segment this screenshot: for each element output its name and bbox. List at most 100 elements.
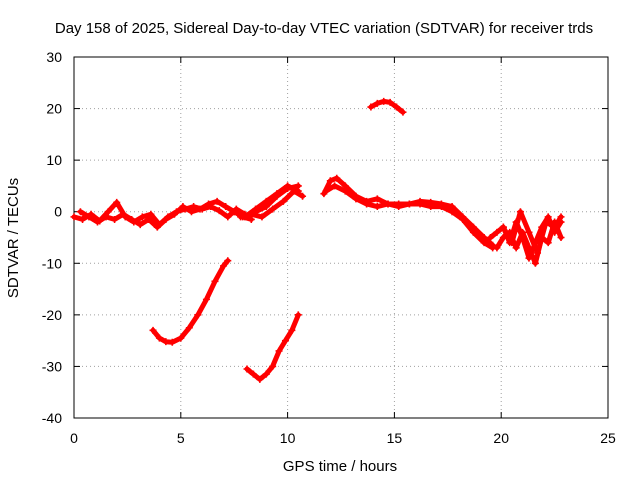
data-point [531,259,539,267]
data-point [211,277,219,285]
data-point [93,218,101,226]
y-tick-label: -10 [42,255,62,271]
y-tick-label: 20 [46,101,62,117]
data-point [499,223,507,231]
plot-frame [73,56,609,419]
data-point [386,98,394,106]
data-point [512,244,520,252]
data-series-track-13 [367,97,407,116]
data-point [519,228,527,236]
data-point [262,203,270,211]
data-point [222,203,230,211]
data-point [162,338,170,346]
x-tick-label: 15 [387,430,403,446]
data-point [220,262,228,270]
data-point [284,185,292,193]
data-point [322,187,330,195]
data-point [187,208,195,216]
data-point [196,205,204,213]
chart-title: Day 158 of 2025, Sidereal Day-to-day VTE… [55,20,593,37]
data-series [70,97,565,383]
data-point [119,210,127,218]
y-tick-label: -20 [42,307,62,323]
series-line [321,175,496,248]
data-series-track-12 [243,311,302,383]
data-point [138,213,146,221]
data-point [393,103,401,111]
data-point [363,200,371,208]
y-axis-label: SDTVAR / TECUs [5,178,22,298]
data-point [205,200,213,208]
data-point [256,375,264,383]
data-point [162,215,170,223]
data-point [224,257,232,265]
data-point [213,197,221,205]
x-tick-label: 20 [493,430,509,446]
data-point [516,208,524,216]
data-point [249,370,257,378]
data-point [373,99,381,107]
data-point [185,324,193,332]
data-point [70,213,78,221]
data-point [275,347,283,355]
data-point [153,223,161,231]
series-line [150,258,231,345]
y-tick-label: 0 [54,204,62,220]
data-point [380,97,388,105]
data-point [147,210,155,218]
data-series-track-5 [252,182,302,216]
data-point [113,198,121,206]
data-point [333,174,341,182]
x-axis-label: GPS time / hours [283,458,397,475]
data-point [427,203,435,211]
data-point [331,182,339,190]
series-line [323,183,496,251]
data-point [525,228,533,236]
x-tick-label: 25 [600,430,616,446]
data-point [230,208,238,216]
data-series-track-10 [499,208,565,257]
y-tick-label: -40 [42,410,62,426]
axis-ticks: 0 5 10 15 20 25 30 20 10 0 -10 -20 -30 -40 [42,49,616,446]
data-point [111,215,119,223]
data-point [281,337,289,345]
x-tick-label: 0 [70,430,78,446]
data-point [104,208,112,216]
data-point [557,213,565,221]
data-point [85,213,93,221]
data-point [177,334,185,342]
data-point [279,197,287,205]
data-point [326,177,334,185]
x-tick-label: 5 [177,430,185,446]
data-point [145,215,153,223]
data-point [534,249,542,257]
grid [74,57,608,418]
data-point [237,213,245,221]
data-point [557,234,565,241]
y-tick-label: -30 [42,358,62,374]
data-point [448,208,456,216]
data-point [469,228,477,236]
data-point [269,362,277,370]
x-tick-label: 10 [280,430,296,446]
data-point [224,213,232,221]
y-tick-label: 10 [46,152,62,168]
data-point [395,203,403,211]
data-series-track-7 [322,182,497,252]
data-point [405,200,413,208]
data-point [542,218,550,226]
data-point [416,200,424,208]
data-point [136,221,144,229]
data-point [487,234,495,241]
data-point [551,223,559,231]
data-point [149,326,157,334]
data-series-track-11 [149,257,232,346]
y-tick-label: 30 [46,49,62,65]
data-point [294,311,302,319]
data-point [299,192,307,200]
data-point [493,228,501,236]
data-point [179,203,187,211]
data-point [384,200,392,208]
data-point [373,195,381,203]
